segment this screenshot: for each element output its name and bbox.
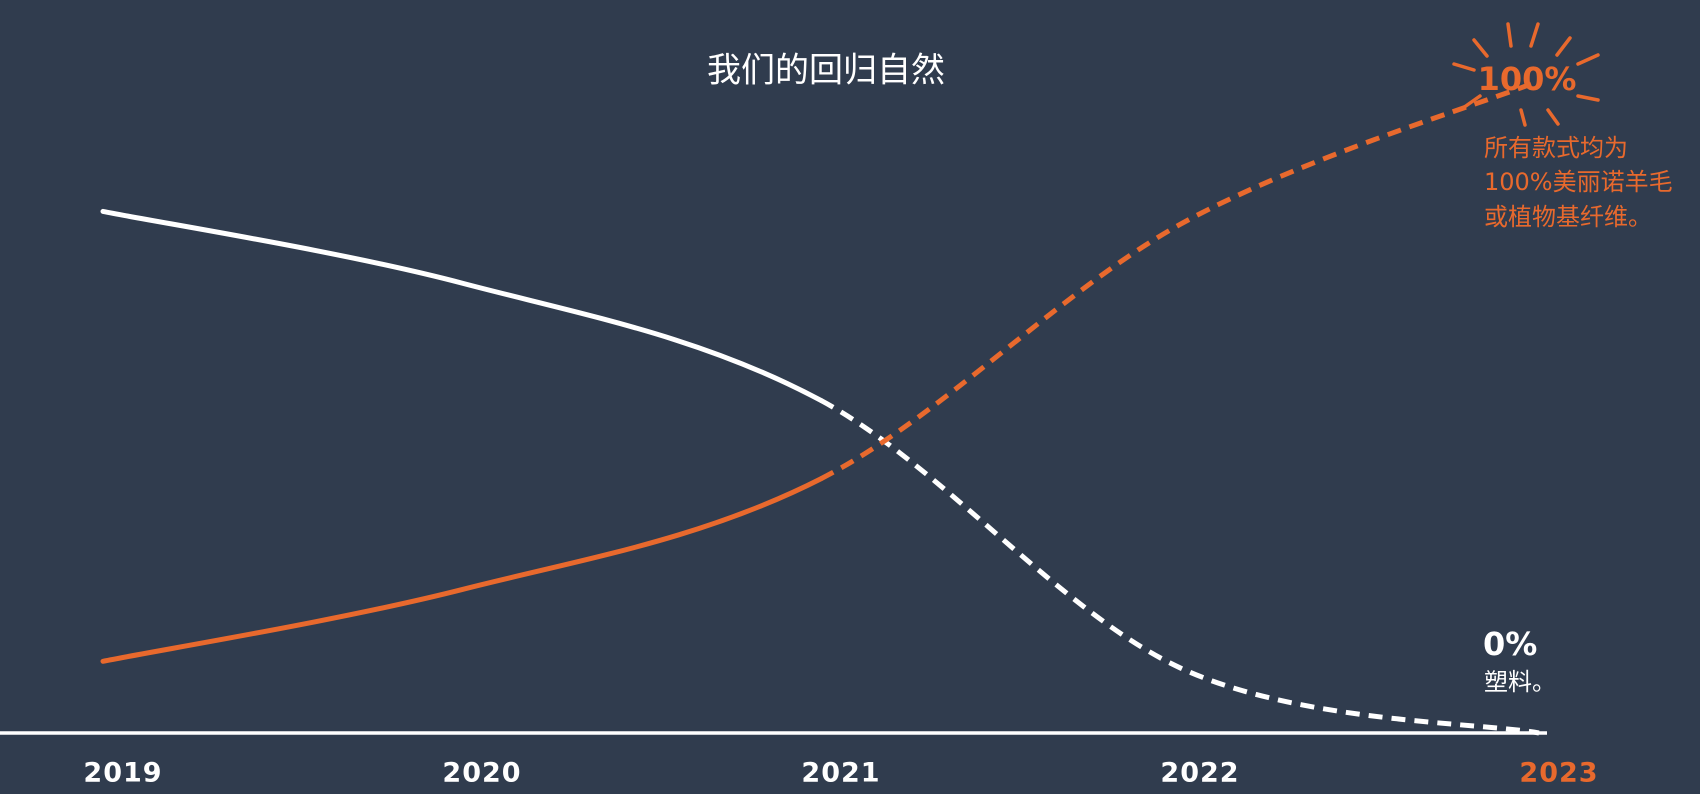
line-actual (100, 208, 824, 403)
value-label: 100% (1478, 60, 1577, 98)
line-actual (100, 476, 824, 664)
x-tick-label: 2023 (1519, 758, 1598, 789)
annotation: 或植物基纤维。 (1484, 203, 1652, 231)
x-tick-label: 2021 (801, 758, 880, 789)
annotation: 100%美丽诺羊毛 (1484, 168, 1673, 196)
annotation: 所有款式均为 (1484, 134, 1628, 162)
x-tick-label: 2020 (442, 758, 521, 789)
value-label: 0% (1483, 625, 1537, 663)
annotation: 塑料。 (1484, 668, 1556, 696)
x-tick-label: 2019 (83, 758, 162, 789)
line-projected (819, 78, 1540, 481)
line-projected (819, 398, 1540, 736)
sunburst (1452, 22, 1600, 127)
x-tick-label: 2022 (1160, 758, 1239, 789)
chart-title: 我们的回归自然 (707, 51, 945, 91)
